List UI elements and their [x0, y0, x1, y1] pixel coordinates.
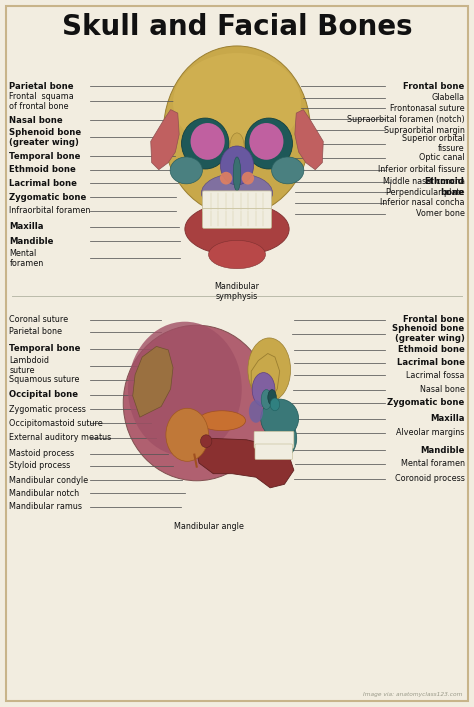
- Text: Mental
foramen: Mental foramen: [9, 249, 44, 267]
- Text: Lacrimal bone: Lacrimal bone: [9, 179, 77, 187]
- Text: Middle nasal concha: Middle nasal concha: [383, 177, 465, 186]
- Text: Nasal bone: Nasal bone: [9, 116, 63, 124]
- Text: Coronal suture: Coronal suture: [9, 315, 69, 324]
- Text: Temporal bone: Temporal bone: [9, 344, 81, 353]
- Text: Superior orbital
fissure: Superior orbital fissure: [401, 134, 465, 153]
- Text: Infraorbital foramen: Infraorbital foramen: [9, 206, 91, 215]
- FancyBboxPatch shape: [202, 191, 272, 212]
- Text: Zygomatic bone: Zygomatic bone: [9, 193, 87, 201]
- Text: Mandible: Mandible: [420, 446, 465, 455]
- Polygon shape: [251, 354, 280, 399]
- Text: Temporal bone: Temporal bone: [9, 152, 81, 160]
- Text: Parietal bone: Parietal bone: [9, 82, 74, 90]
- Text: Mastoid process: Mastoid process: [9, 450, 74, 458]
- FancyBboxPatch shape: [255, 444, 292, 460]
- Ellipse shape: [261, 390, 272, 409]
- Text: Vomer bone: Vomer bone: [416, 209, 465, 218]
- Text: Frontonasal suture: Frontonasal suture: [390, 104, 465, 112]
- Text: Supraorbital margin: Supraorbital margin: [383, 126, 465, 134]
- Text: Image via: anatomyclass123.com: Image via: anatomyclass123.com: [363, 692, 462, 697]
- Ellipse shape: [264, 418, 297, 459]
- Ellipse shape: [220, 146, 254, 185]
- Text: Inferior orbital fissure: Inferior orbital fissure: [378, 165, 465, 174]
- Text: Zygomatic process: Zygomatic process: [9, 405, 86, 414]
- Ellipse shape: [128, 322, 242, 456]
- FancyBboxPatch shape: [202, 209, 272, 228]
- Text: Styloid process: Styloid process: [9, 462, 71, 470]
- Ellipse shape: [198, 411, 246, 431]
- Text: Supraorbital foramen (notch): Supraorbital foramen (notch): [347, 115, 465, 124]
- Ellipse shape: [123, 325, 270, 481]
- Text: Glabella: Glabella: [431, 93, 465, 102]
- Text: Mental foramen: Mental foramen: [401, 460, 465, 468]
- Ellipse shape: [201, 435, 212, 448]
- Polygon shape: [295, 110, 323, 170]
- Text: Ethmoid bone: Ethmoid bone: [9, 165, 76, 174]
- Text: Sphenoid bone
(greater wing): Sphenoid bone (greater wing): [9, 128, 82, 146]
- Text: Coronoid process: Coronoid process: [395, 474, 465, 483]
- Text: Maxilla: Maxilla: [430, 414, 465, 423]
- Ellipse shape: [272, 157, 304, 184]
- Ellipse shape: [249, 123, 283, 160]
- Text: Skull and Facial Bones: Skull and Facial Bones: [62, 13, 412, 41]
- Text: Maxilla: Maxilla: [9, 223, 44, 231]
- Text: Squamous suture: Squamous suture: [9, 375, 80, 384]
- Text: Frontal bone: Frontal bone: [403, 315, 465, 324]
- Text: Occipital bone: Occipital bone: [9, 390, 79, 399]
- Ellipse shape: [182, 118, 229, 169]
- Polygon shape: [133, 346, 173, 417]
- Text: Sphenoid bone
(greater wing): Sphenoid bone (greater wing): [392, 325, 465, 343]
- Ellipse shape: [242, 172, 254, 185]
- Text: Frontal  squama
of frontal bone: Frontal squama of frontal bone: [9, 92, 74, 110]
- Ellipse shape: [191, 123, 225, 160]
- Text: Zygomatic bone: Zygomatic bone: [387, 399, 465, 407]
- Ellipse shape: [201, 173, 273, 212]
- Text: Lambdoid
suture: Lambdoid suture: [9, 356, 49, 375]
- Text: Alveolar margins: Alveolar margins: [396, 428, 465, 437]
- FancyBboxPatch shape: [254, 431, 294, 448]
- Text: Optic canal: Optic canal: [419, 153, 465, 162]
- Ellipse shape: [230, 133, 244, 160]
- Text: Occipitomastoid suture: Occipitomastoid suture: [9, 419, 103, 428]
- Ellipse shape: [173, 53, 301, 152]
- Ellipse shape: [268, 390, 276, 405]
- FancyBboxPatch shape: [6, 6, 468, 701]
- Text: Mandibular ramus: Mandibular ramus: [9, 503, 82, 511]
- Ellipse shape: [164, 46, 310, 216]
- Text: Mandibular angle: Mandibular angle: [173, 522, 244, 531]
- Ellipse shape: [249, 400, 263, 423]
- Text: Inferior nasal concha: Inferior nasal concha: [380, 199, 465, 207]
- Text: Perpendicular plate: Perpendicular plate: [386, 188, 465, 197]
- Ellipse shape: [248, 338, 291, 402]
- Text: Parietal bone: Parietal bone: [9, 327, 63, 336]
- Ellipse shape: [166, 409, 209, 461]
- Ellipse shape: [233, 157, 241, 191]
- Text: Lacrimal bone: Lacrimal bone: [397, 358, 465, 367]
- Text: Frontal bone: Frontal bone: [403, 82, 465, 90]
- Ellipse shape: [170, 157, 202, 184]
- Ellipse shape: [185, 202, 289, 256]
- Text: Nasal bone: Nasal bone: [419, 385, 465, 394]
- Ellipse shape: [252, 373, 275, 407]
- Text: Ethmoid
bone: Ethmoid bone: [425, 177, 465, 197]
- Ellipse shape: [261, 399, 299, 438]
- Polygon shape: [197, 438, 294, 488]
- Text: Mandibular
symphysis: Mandibular symphysis: [215, 282, 259, 301]
- Text: Mandibular condyle: Mandibular condyle: [9, 476, 89, 484]
- Text: Ethmoid bone: Ethmoid bone: [398, 346, 465, 354]
- Polygon shape: [151, 110, 179, 170]
- Ellipse shape: [209, 240, 265, 269]
- Ellipse shape: [245, 118, 292, 169]
- Ellipse shape: [220, 172, 232, 185]
- Text: Lacrimal fossa: Lacrimal fossa: [406, 371, 465, 380]
- Text: Mandibular notch: Mandibular notch: [9, 489, 80, 498]
- Text: External auditory meatus: External auditory meatus: [9, 433, 112, 442]
- Ellipse shape: [270, 398, 280, 411]
- Text: Mandible: Mandible: [9, 237, 54, 245]
